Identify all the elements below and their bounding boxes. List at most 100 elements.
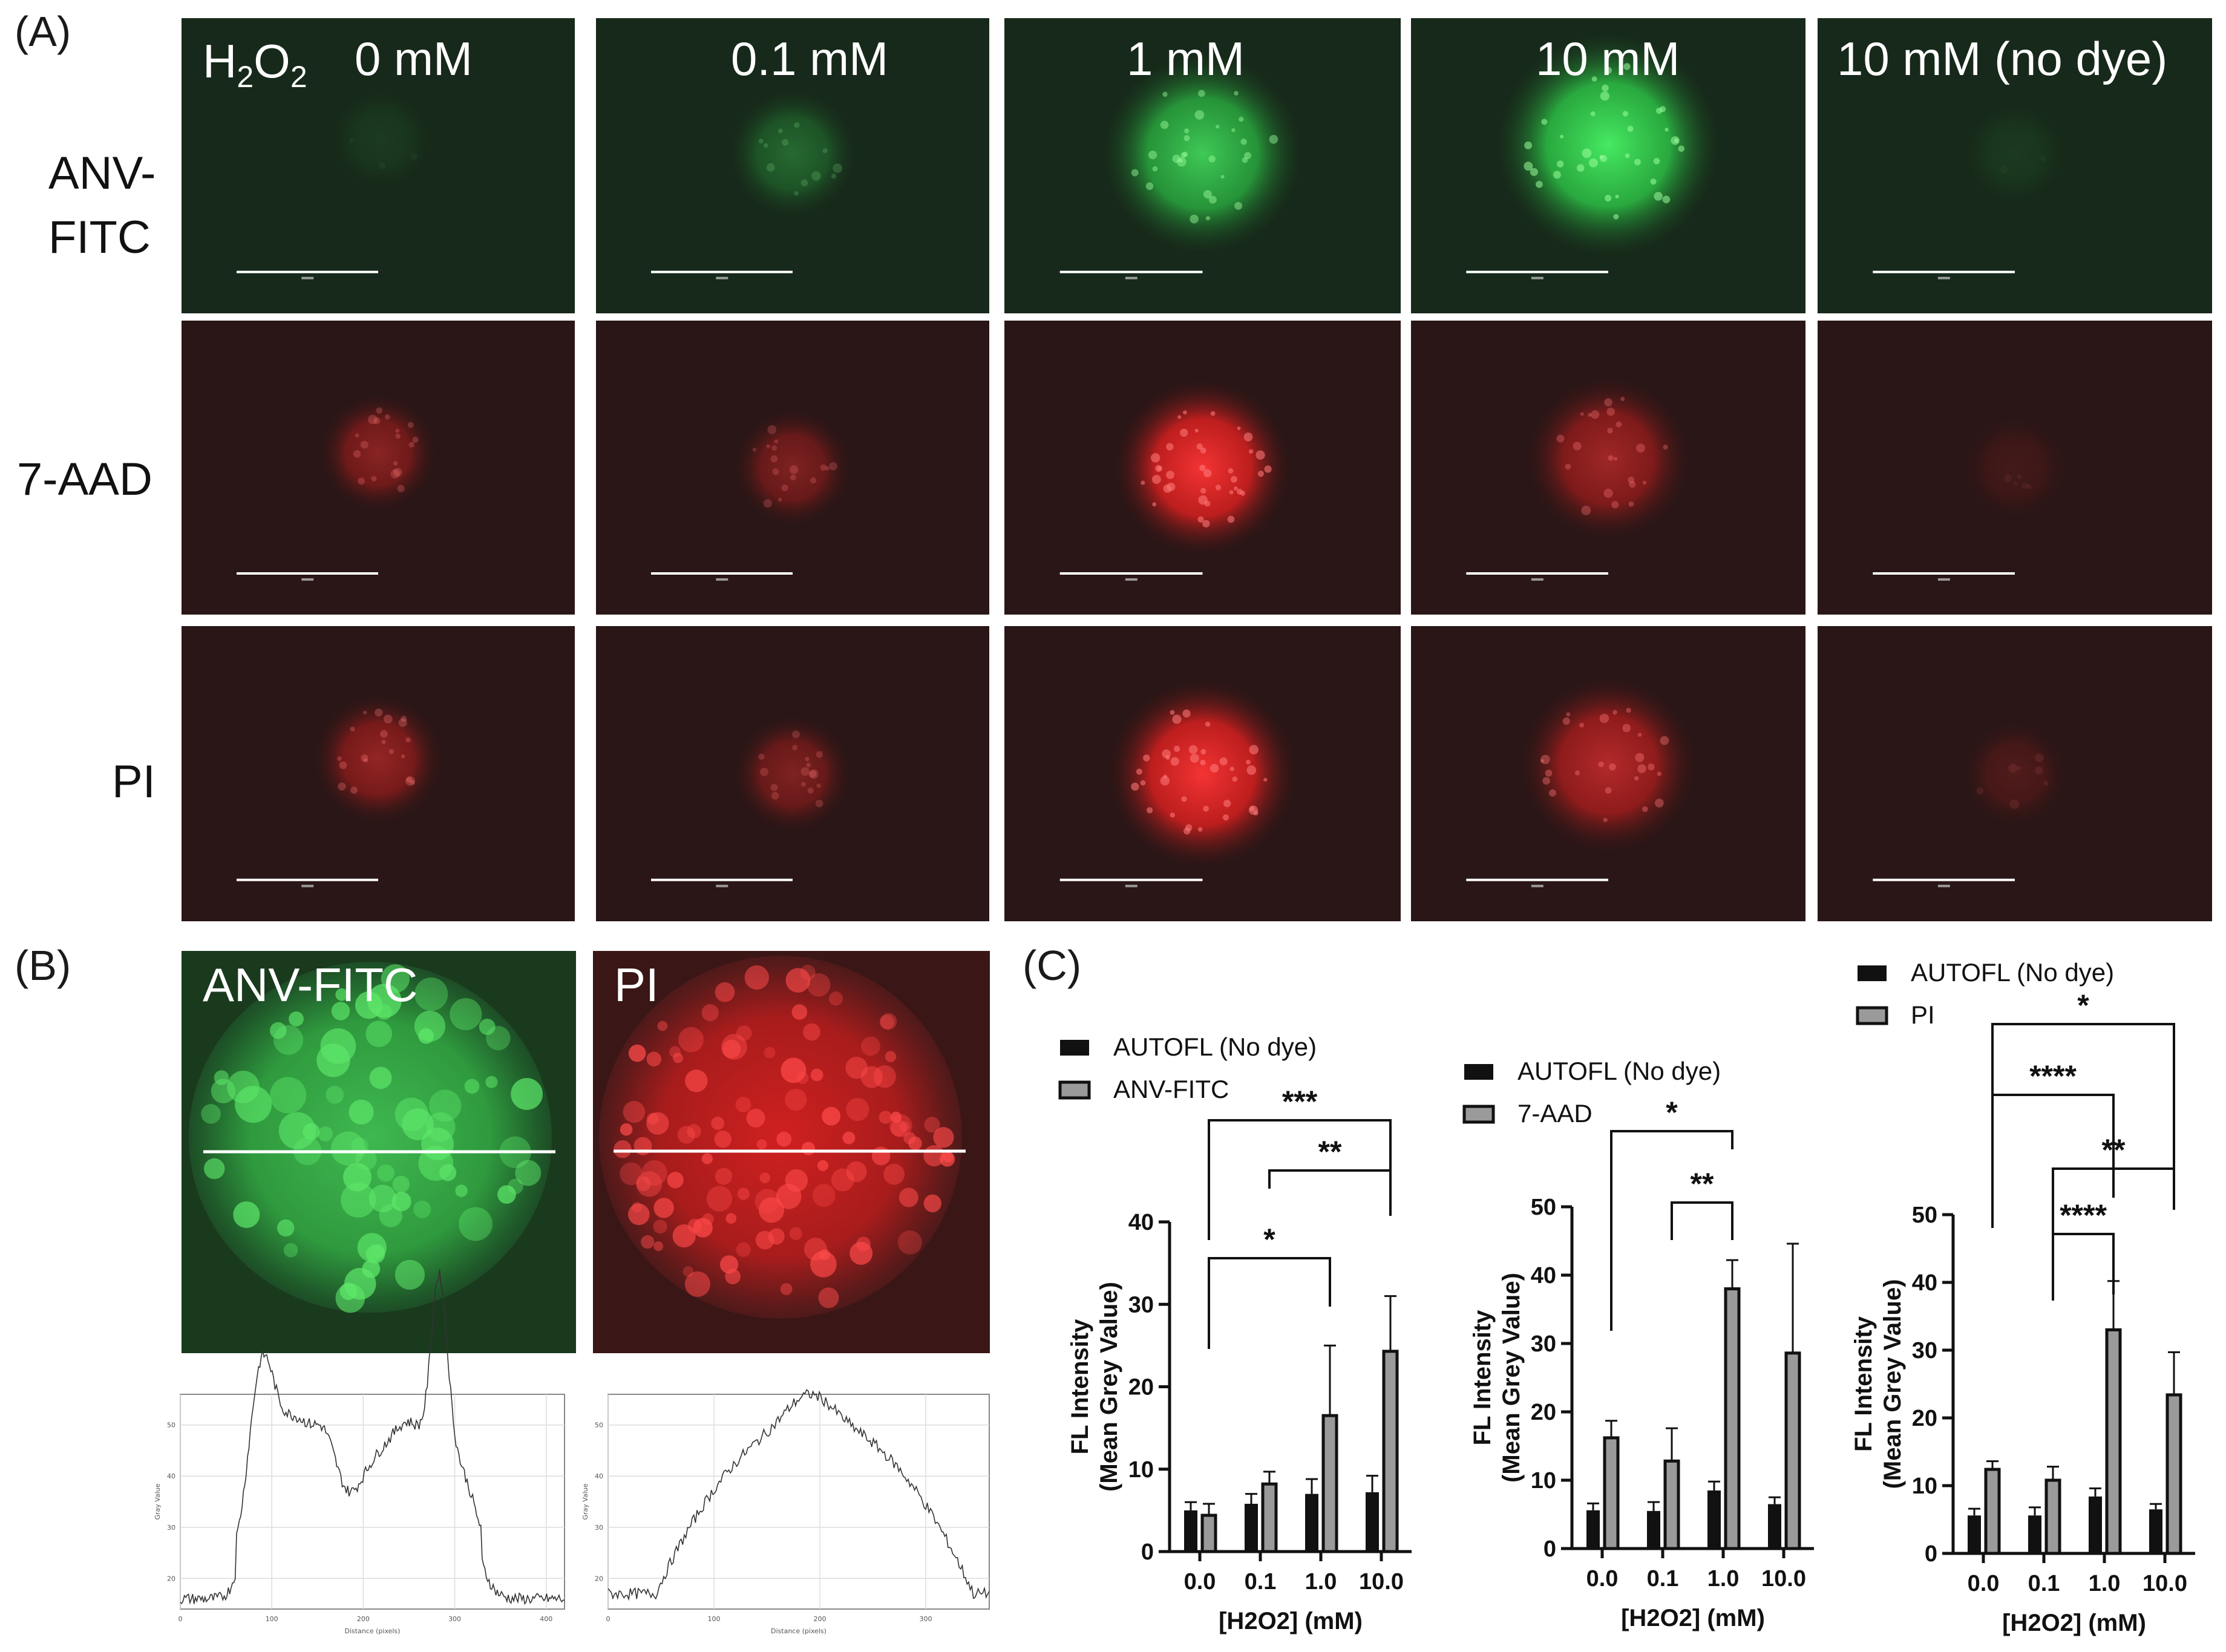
- significance-bracket: [1671, 1201, 1733, 1240]
- legend-swatch: [1858, 965, 1887, 981]
- row-label-7aad: 7-AAD: [17, 454, 152, 505]
- column-header-0mm: 0 mM: [355, 32, 473, 85]
- profile-xtick: 300: [920, 1615, 932, 1623]
- profile-xtick: 100: [708, 1615, 721, 1623]
- significance-label: **: [2102, 1133, 2126, 1167]
- y-axis-label-line2: (Mean Grey Value): [1879, 1279, 1906, 1489]
- legend-label: 7-AAD: [1517, 1099, 1593, 1128]
- y-axis-label-line2: (Mean Grey Value): [1498, 1273, 1525, 1483]
- profile-ytick: 30: [167, 1524, 175, 1532]
- y-tick-label: 50: [1912, 1203, 1937, 1228]
- y-tick-label: 0: [1925, 1541, 1937, 1567]
- bar-autofl-10.0: [2149, 1509, 2162, 1553]
- profile-xtick: 200: [357, 1615, 370, 1623]
- profile-xtick: 400: [540, 1615, 552, 1623]
- y-tick-label: 10: [1531, 1468, 1556, 1494]
- bar-autofl-10.0: [1768, 1504, 1781, 1549]
- panel-b-profile-left: 0 100 200 300 400 20 30 40 50 Distance (pixels) Gr…: [154, 1269, 565, 1635]
- legend-swatch: [1464, 1064, 1493, 1080]
- x-axis-label: [H2O2] (mM): [1219, 1608, 1363, 1634]
- profile-line: [180, 1269, 565, 1605]
- micrograph-pi-4: [1818, 626, 2212, 921]
- panel-c-label: (C): [1023, 942, 1081, 989]
- significance-label: *: [1263, 1223, 1275, 1256]
- bar-chart-7aad: 0 10 20 30 40 50 0.0 0.1 1.0 10.0 [H2O2] (mM) FL In…: [1462, 1057, 1814, 1631]
- significance-label: ****: [2029, 1059, 2077, 1093]
- row-label-pi: PI: [112, 756, 155, 808]
- bar-dye-0.0: [1984, 1468, 2001, 1555]
- significance-bracket: [2052, 1233, 2115, 1301]
- micrograph-7-aad-0: [182, 321, 575, 615]
- y-axis-label-line1: FL Intensity: [1850, 1316, 1877, 1451]
- profile-line: [607, 1389, 990, 1601]
- bar-autofl-10.0: [1366, 1492, 1379, 1552]
- profile-ytick: 50: [167, 1422, 175, 1429]
- profile-xlabel: Distance (pixels): [345, 1627, 401, 1635]
- micrograph-7-aad-4: [1818, 321, 2212, 615]
- y-tick-label: 0: [1141, 1539, 1154, 1565]
- bar-dye-0.1: [1663, 1459, 1680, 1550]
- significance-bracket: [1991, 1094, 2115, 1228]
- profile-ylabel: Gray Value: [154, 1483, 162, 1520]
- significance-label: **: [1318, 1135, 1342, 1169]
- profile-xtick: 200: [814, 1615, 827, 1623]
- panel-a-micrograph-grid: [182, 18, 2212, 921]
- y-tick-label: 10: [1912, 1474, 1937, 1499]
- profile-xtick: 100: [266, 1615, 278, 1623]
- profile-ylabel: Gray Value: [581, 1483, 589, 1520]
- bar-autofl-1.0: [1305, 1494, 1318, 1552]
- bar-dye-0.0: [1603, 1436, 1620, 1550]
- x-tick-label: 0.0: [1968, 1571, 2000, 1596]
- legend-label: ANV-FITC: [1113, 1075, 1229, 1103]
- bar-dye-0.1: [1261, 1482, 1278, 1553]
- bar-chart-pi: 0 10 20 30 40 50 0.0 0.1 1.0 10.0 [H2O2] (mM) FL In…: [1850, 958, 2195, 1636]
- bar-dye-0.0: [1200, 1513, 1217, 1553]
- y-tick-label: 40: [1912, 1270, 1937, 1296]
- profile-xlabel: Distance (pixels): [771, 1627, 827, 1635]
- profile-xtick: 300: [448, 1615, 461, 1623]
- x-axis-label: [H2O2] (mM): [2002, 1610, 2146, 1636]
- legend-swatch: [1060, 1040, 1089, 1056]
- y-tick-label: 10: [1128, 1457, 1154, 1483]
- micrograph-7-aad-3: [1411, 321, 1805, 615]
- profile-ytick: 40: [595, 1472, 603, 1480]
- legend-label: AUTOFL (No dye): [1113, 1033, 1317, 1061]
- micrograph-anv-fitc-3: [1411, 18, 1805, 313]
- significance-bracket: [1610, 1130, 1733, 1331]
- bar-autofl-0.0: [1184, 1510, 1197, 1552]
- significance-label: ***: [1282, 1085, 1318, 1118]
- y-axis-label-line1: FL Intensity: [1469, 1310, 1496, 1445]
- x-tick-label: 10.0: [2143, 1571, 2187, 1596]
- legend-label: PI: [1911, 1001, 1935, 1029]
- micrograph-pi-2: [1004, 626, 1401, 921]
- x-tick-label: 0.1: [1647, 1566, 1679, 1592]
- y-tick-label: 0: [1543, 1536, 1556, 1562]
- bar-autofl-0.1: [1647, 1510, 1660, 1549]
- column-header-0-1mm: 0.1 mM: [731, 32, 888, 85]
- column-header-10mm: 10 mM: [1536, 32, 1680, 85]
- panel-b-pi-image: PI: [593, 951, 990, 1353]
- micrograph-7-aad-2: [1004, 321, 1401, 615]
- significance-label: *: [2077, 988, 2089, 1022]
- micrograph-7-aad-1: [596, 321, 989, 615]
- x-tick-label: 0.1: [1245, 1569, 1277, 1595]
- bar-dye-1.0: [1724, 1287, 1741, 1550]
- profile-xtick: 0: [178, 1615, 183, 1623]
- significance-label: ****: [2060, 1198, 2107, 1232]
- y-tick-label: 20: [1128, 1375, 1154, 1400]
- y-axis-label-line2: (Mean Grey Value): [1096, 1282, 1122, 1492]
- bar-autofl-0.0: [1968, 1515, 1981, 1553]
- bar-dye-1.0: [2105, 1328, 2122, 1555]
- profile-ytick: 20: [595, 1575, 603, 1582]
- bar-autofl-1.0: [1707, 1490, 1721, 1549]
- bar-dye-10.0: [1784, 1351, 1801, 1550]
- panel-a-label: (A): [15, 8, 71, 55]
- y-axis-label-line1: FL Intensity: [1067, 1319, 1093, 1454]
- micrograph-pi-0: [182, 626, 575, 921]
- x-tick-label: 1.0: [1305, 1569, 1337, 1595]
- x-axis-label: [H2O2] (mM): [1621, 1605, 1765, 1631]
- y-tick-label: 50: [1531, 1195, 1556, 1220]
- profile-ytick: 40: [167, 1472, 175, 1480]
- bar-autofl-0.0: [1586, 1510, 1600, 1549]
